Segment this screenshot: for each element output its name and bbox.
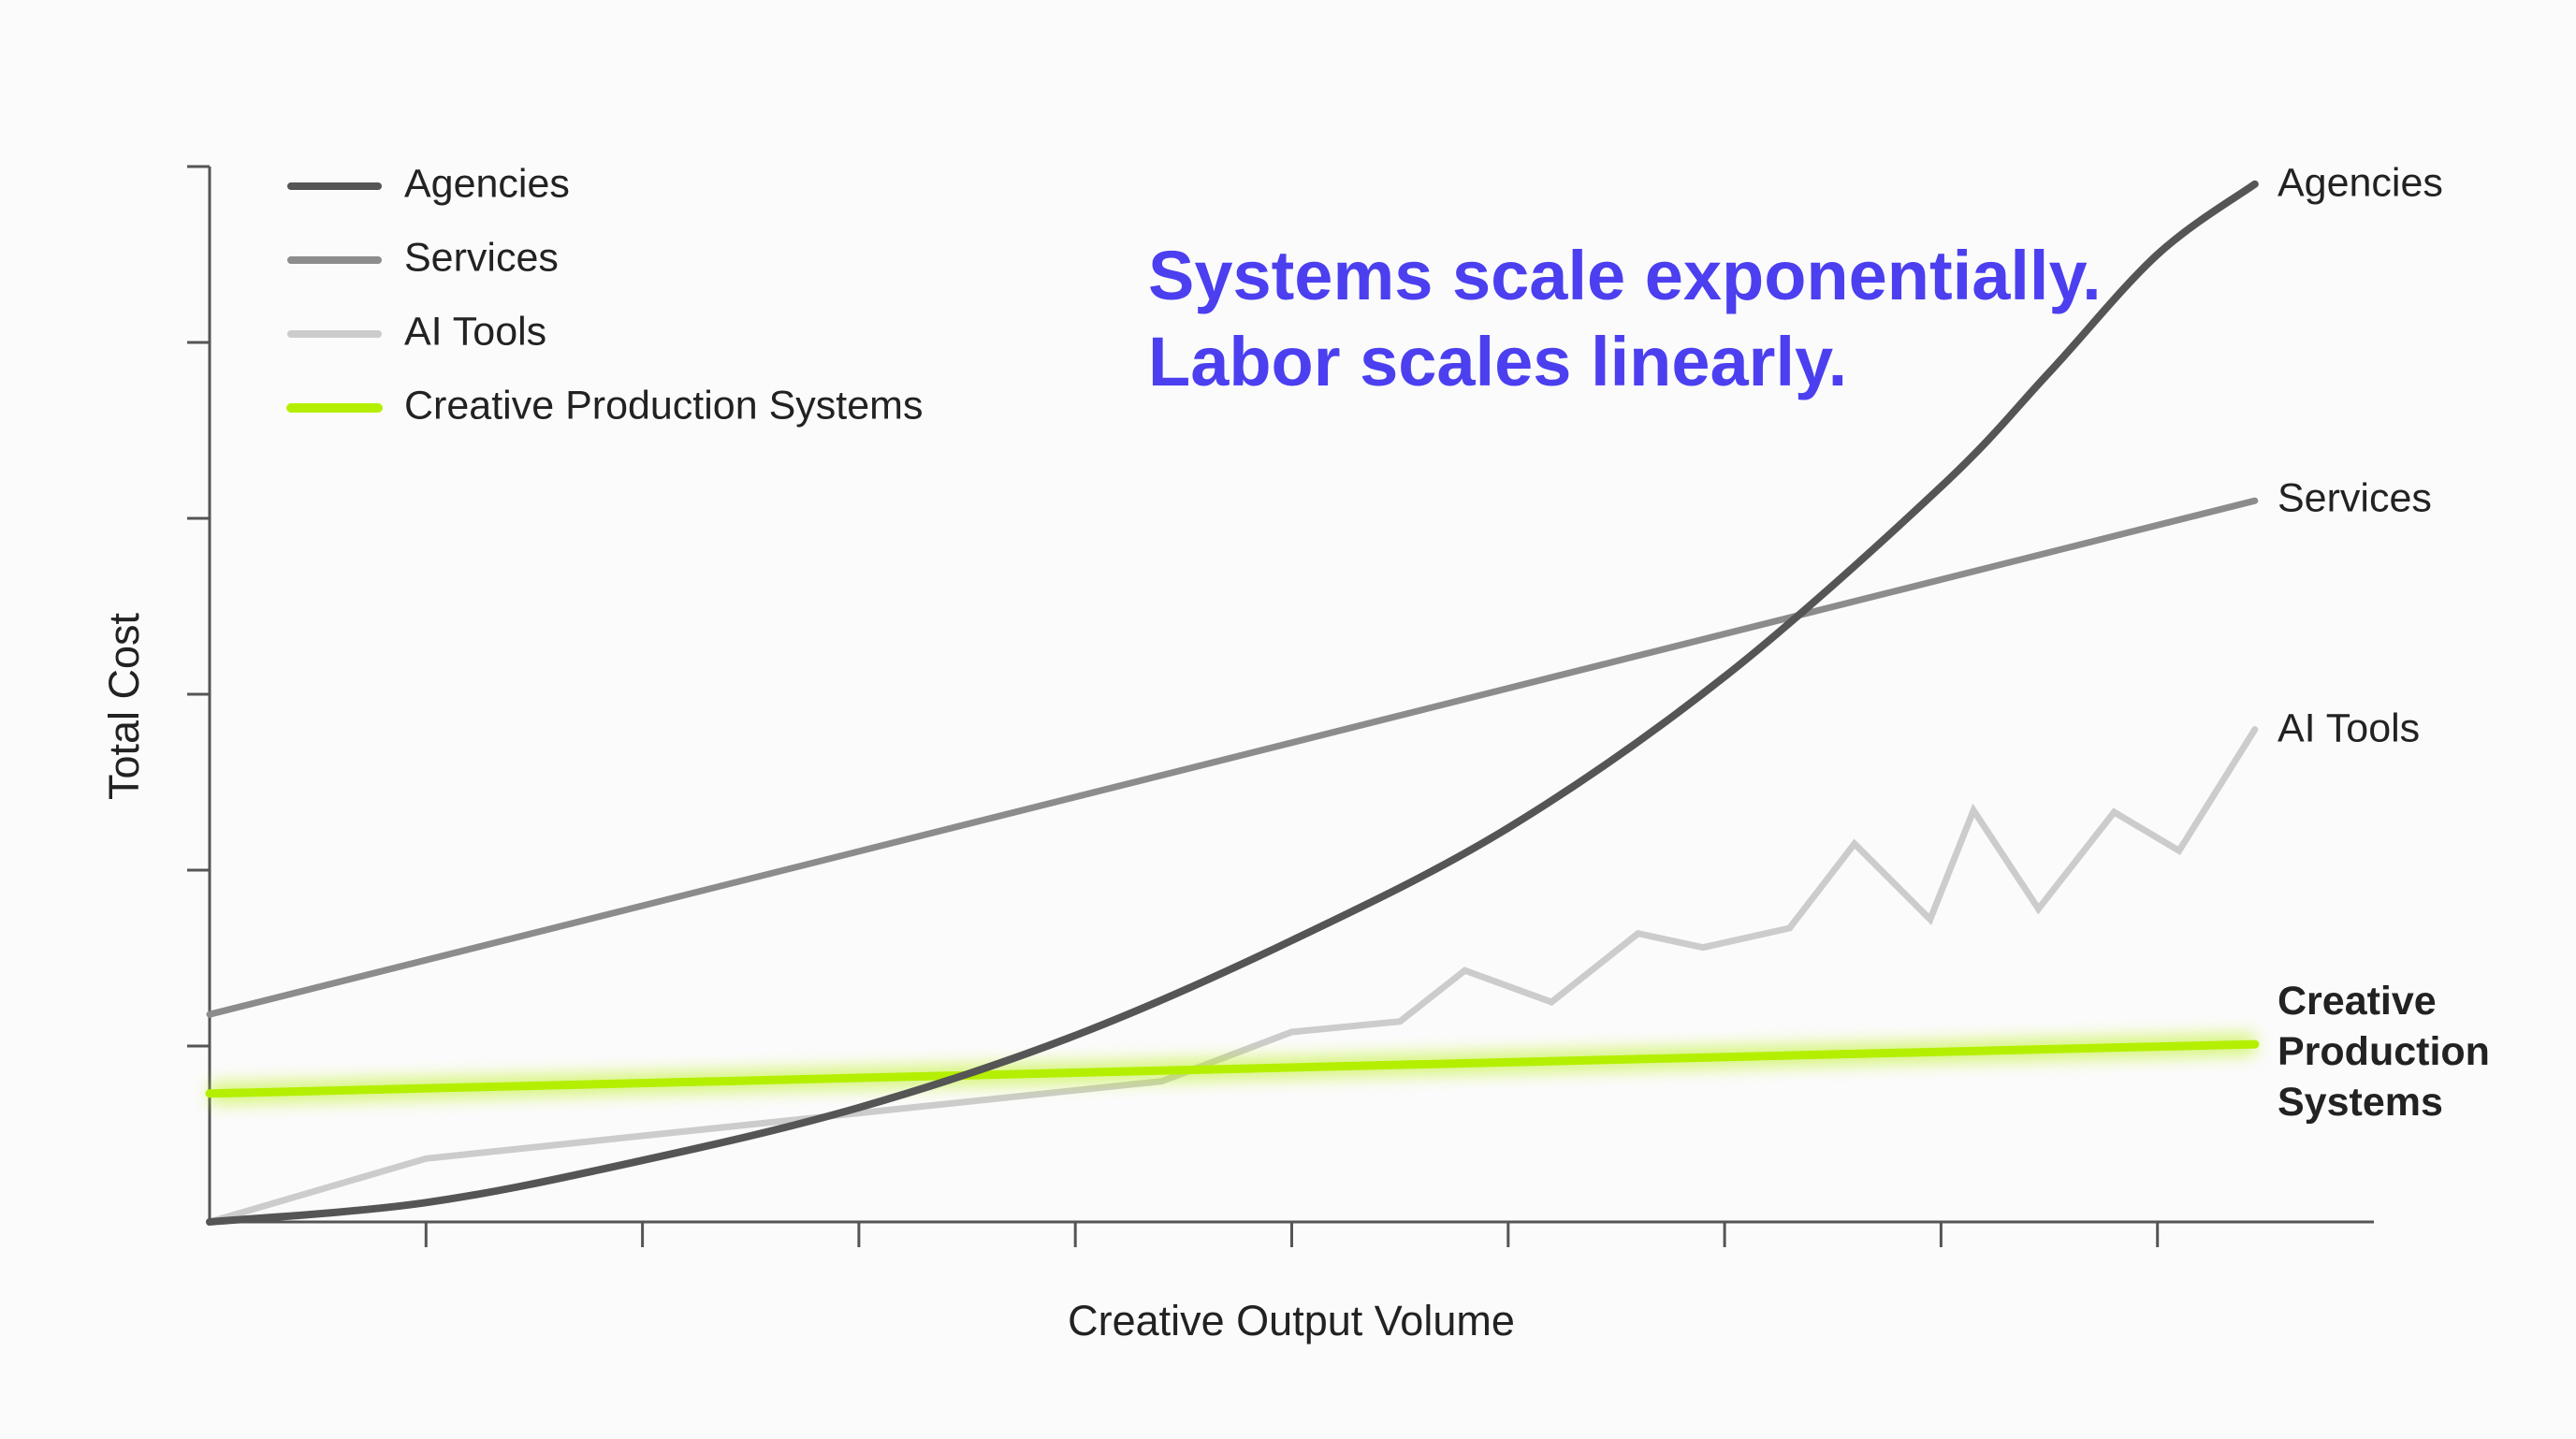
x-axis-label: Creative Output Volume <box>1068 1297 1515 1345</box>
series-layer <box>205 180 2260 1226</box>
series-line-creative-production-systems <box>205 1039 2260 1098</box>
legend-label-agencies: Agencies <box>404 161 570 206</box>
end-label-ai-tools: AI Tools <box>2278 705 2420 750</box>
legend: Agencies Services AI Tools Creative Product… <box>286 161 923 428</box>
end-label-creative-production-systems: Creative Production Systems <box>2278 979 2490 1125</box>
y-axis-label: Total Cost <box>100 612 148 800</box>
annotation-line-1: Systems scale exponentially. <box>1148 237 2102 314</box>
axes <box>187 165 2374 1247</box>
end-label-word: Creative <box>2278 979 2437 1024</box>
series-line-services <box>206 497 2259 1018</box>
end-label-word: Production <box>2278 1029 2490 1074</box>
end-label-agencies: Agencies <box>2278 160 2443 205</box>
end-label-services: Services <box>2278 475 2432 520</box>
series-line-ai-tools <box>206 726 2259 1226</box>
end-label-word: Systems <box>2278 1080 2443 1125</box>
legend-label-services: Services <box>404 235 559 280</box>
end-labels: Agencies Services AI Tools Creative Producti… <box>2278 160 2490 1125</box>
annotation-line-2: Labor scales linearly. <box>1148 323 1847 400</box>
series-line-agencies <box>206 180 2259 1226</box>
legend-label-ai-tools: AI Tools <box>404 309 546 354</box>
legend-label-creative-production-systems: Creative Production Systems <box>404 383 923 428</box>
